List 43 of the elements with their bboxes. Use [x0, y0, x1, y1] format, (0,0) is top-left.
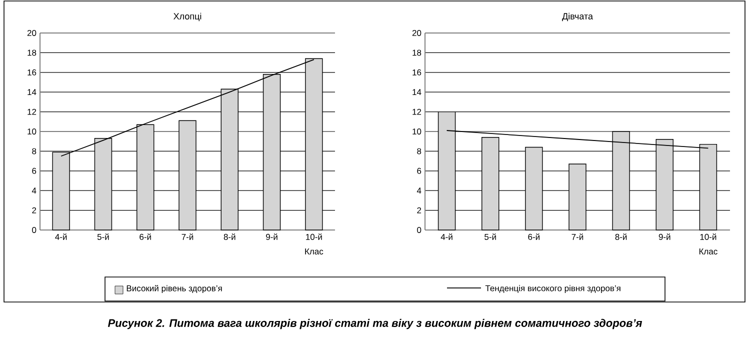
x-axis-title: Клас — [305, 248, 324, 254]
y-tick-label: 8 — [417, 148, 422, 154]
x-tick-label: 7-й — [572, 234, 584, 240]
y-tick-label: 2 — [417, 207, 422, 214]
y-tick-label: 16 — [28, 69, 36, 76]
x-tick-label: 10-й — [306, 234, 322, 240]
legend-label: Високий рівень здоров’я — [126, 284, 222, 294]
y-tick-label: 16 — [412, 69, 422, 76]
y-tick-label: 4 — [416, 188, 422, 194]
x-tick-label: 10-й — [700, 234, 716, 240]
x-tick-label: 7-й — [182, 234, 194, 240]
x-tick-label: 4-й — [55, 234, 67, 240]
y-tick-label: 20 — [412, 30, 422, 36]
y-tick-label: 6 — [417, 168, 422, 174]
text: Рисунок 2. Питома вага школярів різної статі та віку з високим рівнем соматичного здоров’я — [108, 318, 642, 330]
x-tick-label: 6-й — [528, 234, 540, 240]
y-tick-label: 8 — [32, 148, 36, 154]
x-tick-label: 4-й — [440, 234, 452, 240]
legend-label: Тенденція високого рівня здоров’я — [485, 285, 620, 293]
x-tick-label: 8-й — [615, 234, 627, 240]
chart-title: Дівчата — [562, 12, 593, 22]
x-tick-label: 6-й — [140, 234, 151, 240]
x-tick-label: 5-й — [484, 234, 496, 240]
x-tick-label: 9-й — [266, 234, 278, 240]
x-tick-label: 5-й — [97, 234, 109, 240]
x-axis-title: Клас — [699, 248, 718, 254]
x-tick-label: 8-й — [224, 234, 236, 240]
y-tick-label: 6 — [32, 168, 36, 174]
y-tick-label: 0 — [32, 226, 36, 233]
y-tick-label: 14 — [28, 89, 36, 96]
y-tick-label: 18 — [412, 50, 422, 56]
y-tick-label: 20 — [27, 30, 36, 36]
y-tick-label: 0 — [417, 226, 422, 233]
y-tick-label: 18 — [28, 50, 36, 56]
y-tick-label: 14 — [412, 89, 422, 96]
chart-title: Хлопці — [174, 12, 202, 22]
y-tick-label: 4 — [32, 188, 36, 194]
y-tick-label: 12 — [412, 108, 422, 115]
y-tick-label: 10 — [28, 128, 36, 134]
y-tick-label: 10 — [412, 128, 422, 134]
y-tick-label: 2 — [32, 207, 36, 214]
y-tick-label: 12 — [28, 108, 36, 115]
x-tick-label: 9-й — [658, 234, 670, 240]
